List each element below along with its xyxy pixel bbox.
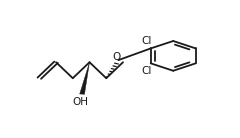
Text: OH: OH <box>72 97 88 107</box>
Text: Cl: Cl <box>142 66 152 76</box>
Polygon shape <box>80 62 90 94</box>
Text: Cl: Cl <box>142 36 152 46</box>
Text: O: O <box>112 52 121 63</box>
